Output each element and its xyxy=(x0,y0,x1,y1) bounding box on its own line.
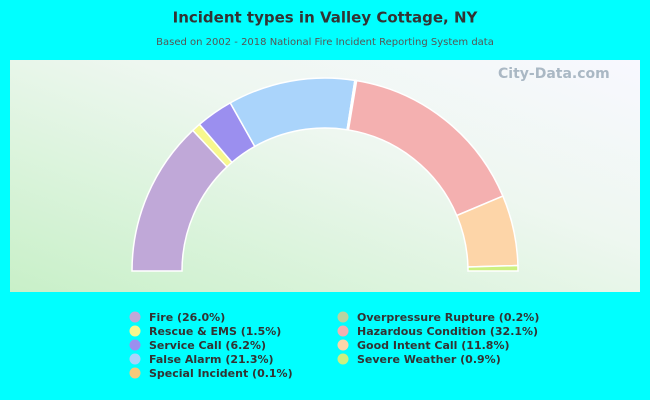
legend-label: Special Incident (0.1%) xyxy=(149,367,293,380)
chart-title: Incident types in Valley Cottage, NY xyxy=(173,9,479,27)
legend-label: False Alarm (21.3%) xyxy=(149,353,274,366)
legend-marker xyxy=(129,367,141,379)
legend-marker xyxy=(337,339,349,351)
legend-label: Severe Weather (0.9%) xyxy=(357,353,501,366)
legend-marker xyxy=(337,325,349,337)
legend-marker xyxy=(337,311,349,323)
chart-subtitle: Based on 2002 - 2018 National Fire Incid… xyxy=(156,37,494,48)
legend-label: Good Intent Call (11.8%) xyxy=(357,339,510,352)
legend-marker xyxy=(129,353,141,365)
legend-marker xyxy=(129,339,141,351)
legend-marker xyxy=(337,353,349,365)
donut-segment xyxy=(467,264,519,272)
legend-label: Service Call (6.2%) xyxy=(149,339,266,352)
legend-marker xyxy=(129,311,141,323)
legend-marker xyxy=(129,325,141,337)
legend-label: Fire (26.0%) xyxy=(149,311,225,324)
legend-label: Hazardous Condition (32.1%) xyxy=(357,325,538,338)
legend-label: Overpressure Rupture (0.2%) xyxy=(357,311,539,324)
watermark: City-Data.com xyxy=(498,66,610,82)
legend-label: Rescue & EMS (1.5%) xyxy=(149,325,281,338)
